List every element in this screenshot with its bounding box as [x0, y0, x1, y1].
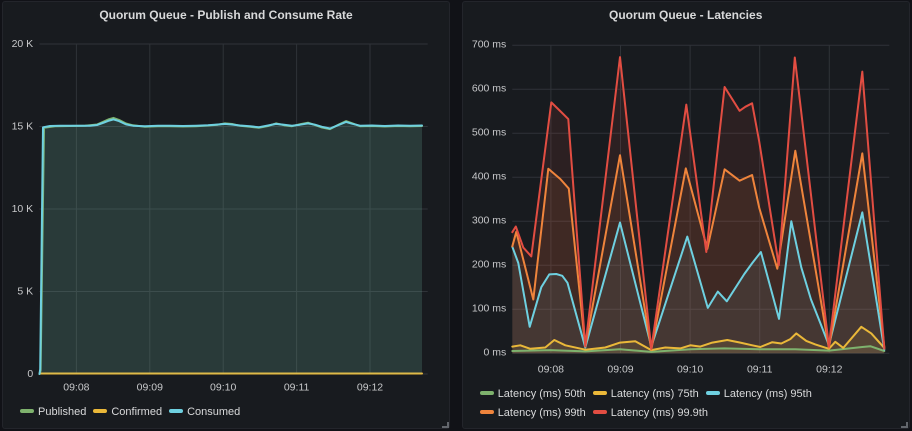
svg-text:09:12: 09:12: [816, 363, 842, 375]
svg-text:5 K: 5 K: [17, 286, 33, 298]
svg-text:0 ms: 0 ms: [483, 347, 506, 359]
svg-text:300 ms: 300 ms: [472, 215, 506, 227]
svg-text:09:11: 09:11: [747, 363, 773, 375]
svg-text:09:11: 09:11: [284, 381, 310, 393]
svg-text:500 ms: 500 ms: [472, 127, 506, 139]
svg-text:100 ms: 100 ms: [472, 303, 506, 315]
svg-text:09:10: 09:10: [210, 381, 236, 393]
svg-text:09:09: 09:09: [137, 381, 163, 393]
svg-text:09:08: 09:08: [537, 363, 563, 375]
svg-text:09:08: 09:08: [63, 381, 89, 393]
svg-text:09:10: 09:10: [677, 363, 703, 375]
svg-text:600 ms: 600 ms: [472, 83, 506, 95]
svg-text:700 ms: 700 ms: [472, 39, 506, 51]
svg-text:20 K: 20 K: [12, 38, 34, 50]
svg-text:400 ms: 400 ms: [472, 171, 506, 183]
svg-text:200 ms: 200 ms: [472, 259, 506, 271]
svg-text:0: 0: [27, 368, 33, 380]
svg-text:10 K: 10 K: [12, 203, 34, 215]
svg-text:09:12: 09:12: [357, 381, 383, 393]
svg-text:15 K: 15 K: [12, 121, 34, 133]
svg-text:09:09: 09:09: [607, 363, 633, 375]
